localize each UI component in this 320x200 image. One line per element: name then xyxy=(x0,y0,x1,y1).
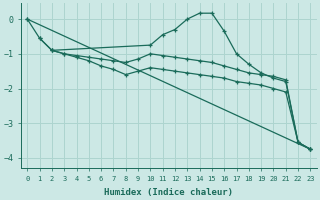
X-axis label: Humidex (Indice chaleur): Humidex (Indice chaleur) xyxy=(104,188,233,197)
